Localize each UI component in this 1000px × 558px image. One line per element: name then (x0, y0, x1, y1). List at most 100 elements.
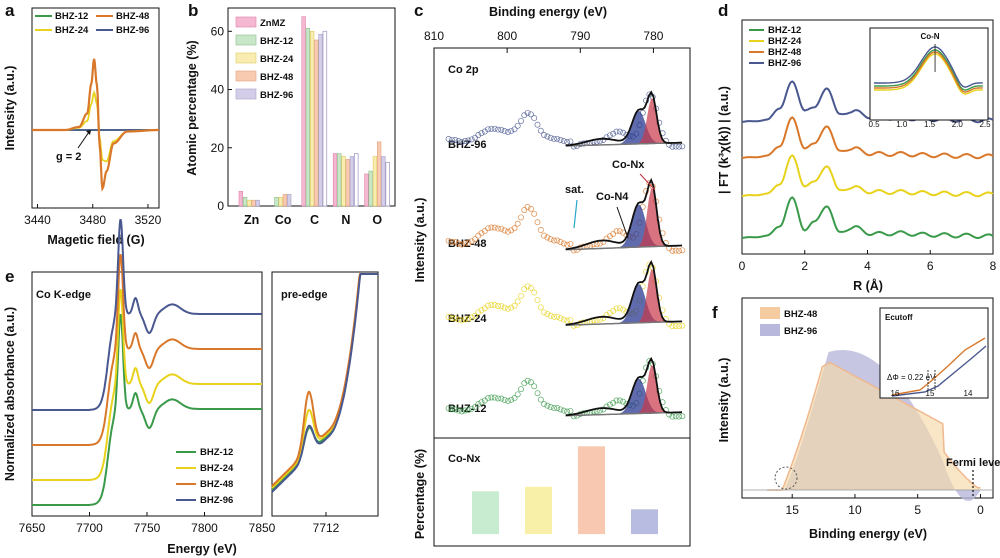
c-point (478, 399, 485, 406)
b-xtick-label: Zn (244, 213, 259, 227)
c-point (679, 322, 686, 329)
a-xtick-label: 3480 (79, 213, 106, 227)
c-point (452, 315, 459, 322)
a-xtick-label: 3520 (135, 213, 162, 227)
c-point (564, 241, 571, 248)
conx-arrow (639, 173, 656, 191)
f-xtick-label: 5 (914, 503, 921, 517)
c-point (616, 228, 623, 235)
panel-a-legend: BHZ-12 BHZ-48 BHZ-24 BHZ-96 (35, 11, 149, 36)
b-bar-BHZ-96-Zn (255, 199, 260, 207)
c-point (491, 302, 498, 309)
c-xtick-label: 780 (643, 29, 663, 43)
c-point (560, 138, 567, 145)
panel-c-xticks: 810 800 790 780 (424, 29, 664, 53)
c-point (544, 402, 551, 409)
panel-d: d | FT (k³χ(k)) | (a.u.) 0 2 4 6 8 R (Å) BHZ… (717, 1, 997, 293)
legend-bhz12: BHZ-12 (55, 11, 88, 22)
c-point (495, 225, 501, 232)
panel-f-frame (741, 297, 994, 499)
c-fit-envelope (565, 259, 683, 326)
panel-b-ylabel: Atomic percentage (%) (185, 40, 199, 175)
co-nx-annotation: Co-Nx (612, 159, 645, 171)
c-point (462, 240, 469, 247)
f-inset-bhz96 (891, 345, 987, 397)
panel-c: c Binding energy (eV) 810 800 790 780 Inten… (413, 1, 691, 547)
e-preedge-BHZ-96 (271, 273, 378, 493)
c-point (669, 143, 676, 150)
panel-b-xticks: Zn Co C N O (244, 213, 382, 227)
g-arrow (77, 131, 90, 149)
panel-c-bottom-bars (472, 446, 658, 535)
d-line-BHZ-48 (741, 116, 994, 160)
c-point (567, 138, 574, 145)
inset-f-annotation: ΔΦ = 0.22 eV (887, 373, 936, 382)
c-point (679, 247, 686, 254)
c-point (448, 239, 455, 245)
c-co-nx-peak (565, 365, 682, 416)
b-ytick-label: 60 (211, 24, 225, 38)
c-xtick-label: 790 (570, 29, 590, 43)
d-xtick-label: 0 (739, 259, 746, 273)
inset-f-lines (891, 337, 987, 397)
c-point (554, 237, 561, 244)
c-point (524, 204, 531, 210)
legend-bhz24: BHZ-24 (55, 25, 89, 36)
c-point (498, 126, 505, 133)
c-point (475, 132, 482, 138)
c-point (462, 407, 469, 414)
b-bar-BHZ-96-O (381, 156, 386, 207)
c-point (504, 397, 511, 404)
a-line-BHZ-48 (32, 58, 159, 192)
g-arrowhead (86, 130, 91, 135)
d-inset-xtick: 0.5 (868, 120, 880, 129)
c-point (531, 210, 538, 217)
c-point (501, 304, 508, 311)
c-point (672, 413, 679, 420)
c-point (458, 138, 465, 145)
c-point (560, 316, 567, 323)
panel-c-xlabel: Binding energy (eV) (489, 5, 607, 19)
panel-c-ylabel: Intensity (a.u.) (413, 198, 427, 283)
d-line-BHZ-12 (741, 196, 994, 240)
c-point (616, 128, 623, 135)
panel-d-xlabel: R (Å) (853, 278, 883, 293)
c-point (557, 315, 564, 322)
e-preedge-BHZ-24 (271, 273, 378, 489)
c-point (527, 379, 534, 386)
inset-frame (869, 27, 989, 121)
c-point (560, 240, 567, 247)
f-xtick-label: 15 (786, 503, 800, 517)
c-point (527, 205, 534, 212)
con4-arrow (616, 206, 629, 239)
c-point (524, 109, 531, 116)
c-point (669, 413, 676, 420)
c-point (554, 135, 561, 142)
e-xtick-label: 7650 (19, 521, 46, 535)
b-legend-swatch-BHZ-24 (235, 52, 257, 64)
b-bar-ZnMZ-N (332, 153, 338, 207)
panel-e-preedge-frame (271, 271, 379, 517)
panel-e-letter: e (5, 267, 14, 286)
inset-f-xticks: 16 15 14 (891, 389, 973, 398)
fermi-label: Fermi level (946, 457, 1000, 469)
a-xtick-label: 3440 (24, 213, 51, 227)
c-fit-envelope (565, 177, 683, 251)
legend-f-bhz48: BHZ-48 (784, 309, 817, 320)
inset-lines (874, 44, 983, 95)
c-point (544, 133, 551, 140)
c-point (620, 129, 627, 136)
b-bar-ZnMZ-O (364, 173, 369, 207)
b-bar-ZnMZ-Zn (238, 191, 244, 207)
panel-f-ylabel: Intensity (a.u.) (717, 358, 731, 443)
d-inset-xtick: 2.5 (979, 120, 991, 129)
c-point (468, 136, 475, 143)
b-legend-label-BHZ-12: BHZ-12 (260, 36, 293, 47)
c-point (613, 305, 620, 312)
c-point (468, 405, 475, 412)
c-point (554, 313, 561, 320)
panel-e-legend: BHZ-12 BHZ-24 BHZ-48 BHZ-96 (176, 447, 234, 506)
c-point (472, 312, 478, 319)
panel-f-xticks: 15 10 5 0 (786, 494, 984, 517)
